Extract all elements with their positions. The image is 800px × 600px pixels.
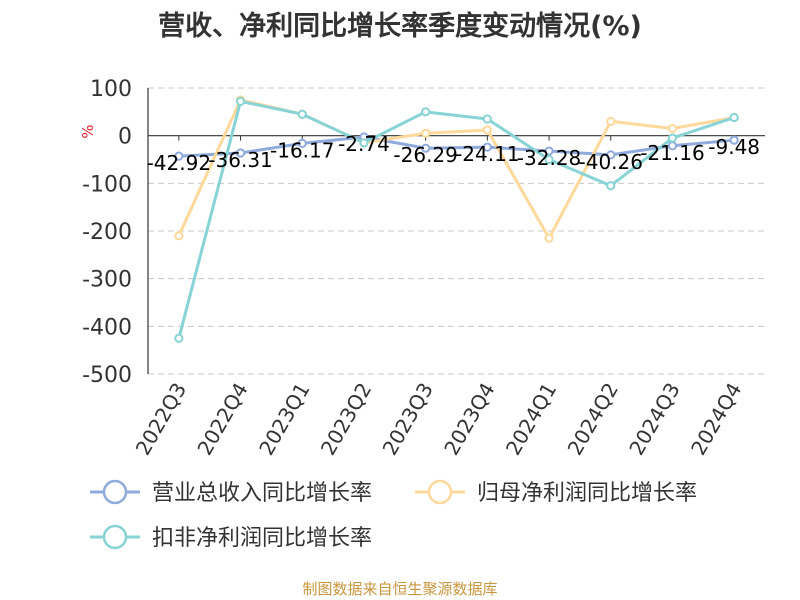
data-label: -32.28: [517, 146, 581, 170]
series-line-3: [177, 99, 735, 339]
data-label: -24.11: [455, 142, 519, 166]
data-point: [235, 96, 246, 106]
data-point: [174, 151, 184, 161]
data-point: [174, 231, 184, 241]
data-labels: -42.92-36.31-16.17 -2.74 -26.29-24.11-32.2…: [147, 132, 760, 175]
data-point: [606, 150, 616, 160]
data-point: [482, 142, 492, 152]
y-tick-label: 100: [90, 77, 132, 102]
data-label: -42.92: [147, 151, 211, 175]
data-point: [421, 143, 431, 153]
data-point: [297, 109, 307, 119]
y-tick-label: -300: [82, 268, 132, 293]
data-label: -40.26: [579, 150, 643, 174]
legend-item-2: 归母净利润同比增长率: [415, 479, 697, 506]
x-tick-label: 2022Q3: [131, 379, 191, 460]
y-tick-label: -500: [82, 363, 132, 388]
x-tick-label: 2024Q2: [563, 379, 623, 460]
data-point: [606, 116, 616, 126]
legend-label: 营业总收入同比增长率: [152, 481, 372, 506]
data-point: [606, 181, 616, 191]
legend-marker: [102, 479, 128, 505]
source-note: 制图数据来自恒生聚源数据库: [302, 580, 498, 598]
data-point: [421, 128, 431, 138]
series-layer: [174, 95, 739, 343]
grid-lines: [148, 87, 765, 375]
y-axis-unit: %: [79, 125, 97, 139]
x-tick-label: 2024Q4: [686, 379, 746, 460]
data-point: [729, 135, 739, 145]
x-tick-label: 2023Q3: [378, 379, 438, 460]
data-label: -36.31: [208, 148, 272, 172]
series-line-1: [178, 135, 735, 158]
legend-item-1: 营业总收入同比增长率: [90, 479, 372, 506]
x-tick-label: 2023Q4: [439, 378, 499, 459]
legend-label: 扣非净利润同比增长率: [152, 526, 372, 551]
data-label: -9.48: [708, 135, 760, 159]
data-point: [359, 138, 369, 148]
data-point: [482, 125, 492, 135]
data-point: [544, 233, 554, 243]
data-point: [667, 123, 678, 134]
data-point: [421, 107, 431, 117]
legend-marker: [427, 479, 453, 505]
y-tick-label: -400: [82, 315, 132, 340]
data-point: [482, 114, 492, 124]
data-point: [174, 333, 184, 343]
data-label: -26.29: [393, 143, 457, 167]
legend-item-3: 扣非净利润同比增长率: [90, 524, 372, 551]
data-label: -16.17: [270, 138, 334, 162]
data-point: [235, 148, 246, 158]
data-point: [297, 138, 307, 148]
data-point: [544, 146, 554, 156]
x-tick-label: 2023Q1: [254, 379, 314, 460]
data-point: [729, 112, 739, 123]
x-tick-label: 2024Q3: [624, 379, 684, 460]
data-point: [544, 154, 554, 165]
y-tick-label: -200: [82, 220, 132, 245]
chart-title: 营收、净利同比增长率季度变动情况(%): [158, 11, 642, 42]
data-label: -21.16: [640, 141, 704, 165]
y-tick-label: -100: [82, 172, 132, 197]
legend-label: 归母净利润同比增长率: [477, 481, 697, 506]
x-tick-label: 2022Q4: [192, 379, 252, 460]
legend-marker: [102, 524, 128, 550]
data-label: -2.74: [338, 132, 390, 156]
y-tick-label: 0: [118, 125, 132, 150]
x-tick-label: 2023Q2: [316, 379, 376, 460]
data-point: [667, 133, 678, 143]
x-tick-label: 2024Q1: [501, 379, 561, 460]
